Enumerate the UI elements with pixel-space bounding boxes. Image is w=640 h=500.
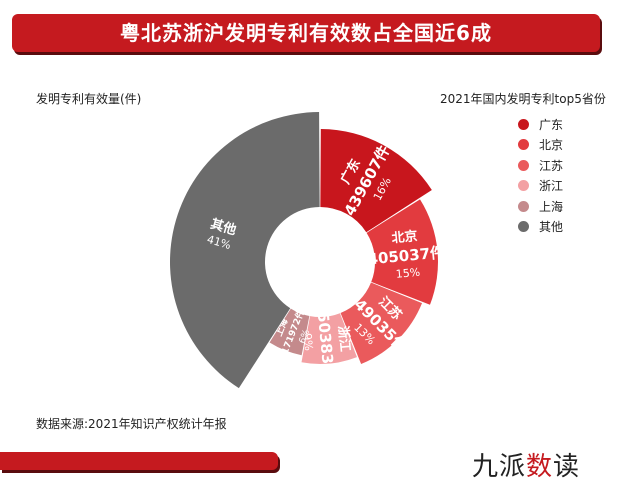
- unit-label: 发明专利有效量(件): [36, 92, 142, 106]
- legend-item: 浙江: [518, 176, 563, 197]
- donut-slice: [169, 112, 320, 389]
- slice-name-label: 浙江: [335, 325, 353, 352]
- slice-name-label: 其他: [209, 216, 238, 239]
- legend-item: 上海: [518, 196, 563, 217]
- donut-slice: [340, 282, 423, 365]
- data-source: 数据来源:2021年知识产权统计年报: [36, 417, 227, 431]
- legend-label: 北京: [539, 138, 564, 153]
- legend-swatch: [518, 180, 529, 192]
- legend-item: 其他: [518, 217, 563, 238]
- brand-logo: 九派数读: [472, 452, 581, 482]
- chart-title: 粤北苏浙沪发明专利有效数占全国近6成: [120, 21, 492, 45]
- legend-label: 其他: [539, 220, 564, 235]
- legend-swatch: [518, 200, 529, 212]
- slice-percent-label: 15%: [395, 266, 421, 281]
- bottom-decor-bar: [0, 452, 278, 470]
- legend-item: 广东: [518, 114, 563, 135]
- donut-slice: [269, 308, 310, 356]
- legend-swatch: [518, 139, 529, 151]
- legend: 广东北京江苏浙江上海其他: [518, 114, 563, 237]
- legend-swatch: [518, 159, 529, 171]
- slice-name-label: 北京: [391, 228, 418, 246]
- legend-swatch: [518, 221, 529, 233]
- legend-item: 北京: [518, 135, 563, 156]
- legend-label: 江苏: [539, 158, 564, 173]
- legend-item: 江苏: [518, 155, 563, 176]
- slice-value-label: 250383件: [313, 301, 338, 380]
- legend-label: 上海: [539, 199, 564, 214]
- legend-swatch: [518, 118, 529, 130]
- legend-label: 广东: [539, 117, 564, 132]
- donut-slice: [301, 313, 357, 364]
- donut-slice: [366, 199, 439, 305]
- donut-slice: [320, 129, 432, 233]
- legend-label: 浙江: [539, 179, 564, 194]
- legend-title: 2021年国内发明专利top5省份: [440, 92, 606, 106]
- title-banner: 粤北苏浙沪发明专利有效数占全国近6成: [12, 14, 600, 52]
